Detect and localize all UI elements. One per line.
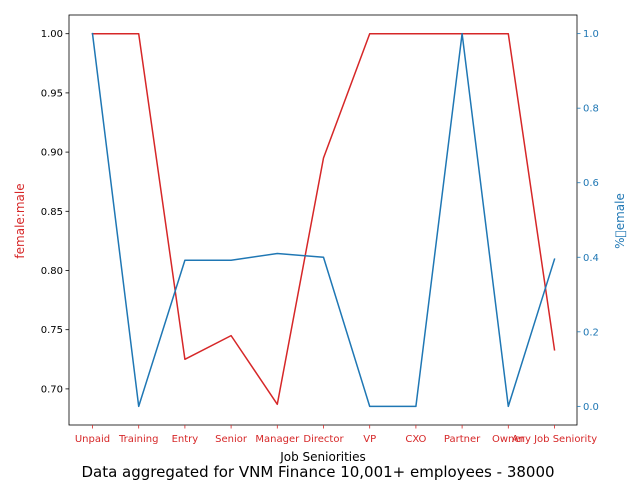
left-y-tick-label: 0.85: [41, 207, 63, 218]
left-y-tick-label: 0.70: [41, 384, 63, 395]
x-tick-label: VP: [363, 434, 376, 445]
x-tick-label: Entry: [172, 434, 199, 445]
left-y-tick-label: 0.80: [41, 266, 63, 277]
right-y-tick-label: 0.4: [583, 253, 599, 264]
x-axis: Unpaid Training Entry Senior Manager Director…: [75, 425, 597, 445]
chart-caption: Data aggregated for VNM Finance 10,001+ …: [81, 463, 554, 480]
x-tick-label: Director: [303, 434, 344, 445]
left-y-tick-label: 0.75: [41, 325, 63, 336]
x-tick-label: Manager: [255, 434, 300, 445]
x-axis-label: Job Seniorities: [279, 450, 366, 464]
right-y-tick-label: 0.2: [583, 327, 599, 338]
plot-frame: [68, 14, 578, 426]
x-tick-label: CXO: [405, 434, 426, 445]
left-y-axis-label: female:male: [13, 183, 27, 258]
x-tick-label: Owner: [492, 434, 526, 445]
left-y-axis: 0.70 0.75 0.80 0.85 0.90 0.95 1.00: [41, 29, 69, 395]
right-y-tick-label: 1.0: [583, 29, 599, 40]
series-line-female-male: [91, 32, 556, 406]
left-y-tick-label: 0.90: [41, 148, 63, 159]
series-line-percent-female: [91, 32, 556, 408]
left-y-tick-label: 0.95: [41, 88, 63, 99]
x-tick-label: Senior: [215, 434, 248, 445]
x-tick-label: Unpaid: [75, 434, 110, 445]
plot-border: [68, 14, 578, 426]
right-y-tick-label: 0.6: [583, 178, 599, 189]
x-tick-label: Training: [118, 434, 158, 445]
x-tick-label: Partner: [444, 434, 481, 445]
right-y-tick-label: 0.8: [583, 104, 599, 115]
right-y-axis: 0.0 0.2 0.4 0.6 0.8 1.0: [577, 29, 599, 413]
x-tick-label: Any Job Seniority: [512, 434, 597, 445]
series-layer: [91, 32, 556, 408]
left-y-tick-label: 1.00: [41, 29, 63, 40]
right-y-axis-label: % emale: [613, 193, 627, 249]
right-y-tick-label: 0.0: [583, 402, 599, 413]
